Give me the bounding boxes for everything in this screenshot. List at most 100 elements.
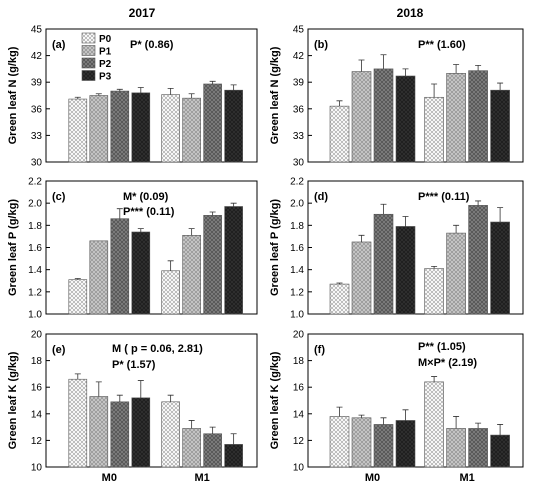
legend-swatch-p1 [81,45,96,56]
bar-p2-m1 [468,70,488,163]
panel-label: (b) [314,39,328,51]
error-bar [358,414,365,418]
bar-p0-m1 [161,270,180,315]
bar-p0-m0 [68,378,88,468]
y-tick-label: 2.0 [290,199,304,210]
bar-p1-m1 [182,235,201,315]
axes-frame [45,28,258,163]
error-bar [167,88,174,95]
bar-p1-m0 [351,241,372,315]
y-tick-label: 1.2 [28,287,42,298]
error-bar [116,394,123,402]
y-tick-label: 2.0 [28,199,42,210]
axes-frame [45,333,258,468]
y-tick-label: 1.8 [290,221,304,232]
y-tick-label: 2.2 [28,177,42,188]
error-bar [137,228,144,232]
error-bar [453,416,460,429]
stat-annotation: P* (1.57) [112,359,156,371]
y-tick-label: 1.0 [290,310,304,321]
y-tick-label: 45 [293,25,305,36]
error-bar [402,409,409,421]
legend-swatch-p2 [81,57,96,69]
bar-p3-m0 [395,75,416,163]
bar-p0-m1 [424,268,444,315]
bar-p0-m0 [329,283,350,315]
error-bar [230,202,237,207]
bar-p3-m1 [224,89,243,163]
bar-p2-m1 [203,433,222,468]
panel-label: (f) [314,344,325,356]
bar-p1-m1 [446,232,466,315]
y-tick-label: 20 [293,330,305,341]
bar-p2-m0 [110,218,130,315]
error-bar [497,424,504,436]
error-bar [209,211,216,216]
bar-p2-m1 [203,83,222,163]
error-bar [380,54,387,69]
stat-annotation: P** (1.05) [418,341,466,353]
bar-p3-m0 [131,397,151,468]
y-tick-label: 30 [31,158,43,169]
error-bar [380,417,387,425]
y-tick-label: 1.2 [290,287,304,298]
stat-annotation: P** (1.60) [418,39,466,51]
legend-label-p1: P1 [99,47,112,58]
bar-p2-m1 [468,205,488,315]
y-axis-label: Green leaf P (g/kg) [7,199,19,296]
y-tick-label: 36 [31,104,43,115]
panel-label: (a) [52,39,66,51]
y-tick-label: 33 [31,131,43,142]
error-bar [431,376,438,382]
y-tick-label: 16 [293,383,305,394]
bar-p0-m1 [424,381,444,468]
y-axis-label: Green leaf K (g/kg) [7,351,19,449]
stat-annotation: M ( p = 0.06, 2.81) [112,343,203,355]
bar-p1-m1 [182,97,201,163]
y-tick-label: 1.0 [28,310,42,321]
panel-d: 1.0 1.2 1.4 1.6 1.8 2.0 2.2 Green leaf P (g/kg)… [269,177,524,321]
bar-p1-m1 [182,428,201,468]
y-axis-label: Green leaf N (g/kg) [269,46,281,144]
error-bar [230,84,237,91]
y-tick-label: 30 [293,158,305,169]
y-tick-label: 10 [293,463,305,474]
error-bar [209,426,216,434]
y-tick-label: 1.6 [28,243,42,254]
x-tick-label-m0: M0 [365,472,380,484]
bar-p1-m1 [446,73,466,163]
error-bar [497,207,504,223]
panel-label: (d) [314,191,328,203]
bar-p3-m0 [131,92,151,163]
error-bar [74,96,81,100]
panel-label: (c) [52,191,66,203]
error-bar [95,381,102,397]
y-tick-label: 1.8 [28,221,42,232]
error-bar [95,93,102,96]
x-tick-label-m1: M1 [459,472,474,484]
bar-p3-m0 [395,226,416,315]
bar-p1-m1 [446,428,466,468]
error-bar [453,224,460,234]
y-axis-label: Green leaf K (g/kg) [269,351,281,449]
bar-p3-m1 [490,434,510,468]
error-bar [402,68,409,76]
bar-p3-m1 [224,206,243,315]
bar-p3-m0 [131,231,151,315]
panel-label: (e) [52,344,66,356]
error-bar [188,228,195,236]
error-bar [188,93,195,99]
y-tick-label: 42 [293,51,305,62]
y-tick-label: 39 [31,78,43,89]
legend-label-p0: P0 [99,34,112,45]
legend-label-p2: P2 [99,59,112,70]
axes-frame [307,28,524,163]
y-tick-label: 39 [293,78,305,89]
panel-c: 1.0 1.2 1.4 1.6 1.8 2.0 2.2 Green leaf P (g/kg)… [7,177,258,321]
panel-f: 10 12 14 16 18 20 Green leaf K (g/kg) (f) M0 M1 P*… [269,330,524,484]
error-bar [336,282,343,285]
legend-swatch-p3 [81,70,96,81]
y-tick-label: 18 [293,356,305,367]
col-header-2017: 2017 [129,6,156,20]
y-tick-label: 33 [293,131,305,142]
